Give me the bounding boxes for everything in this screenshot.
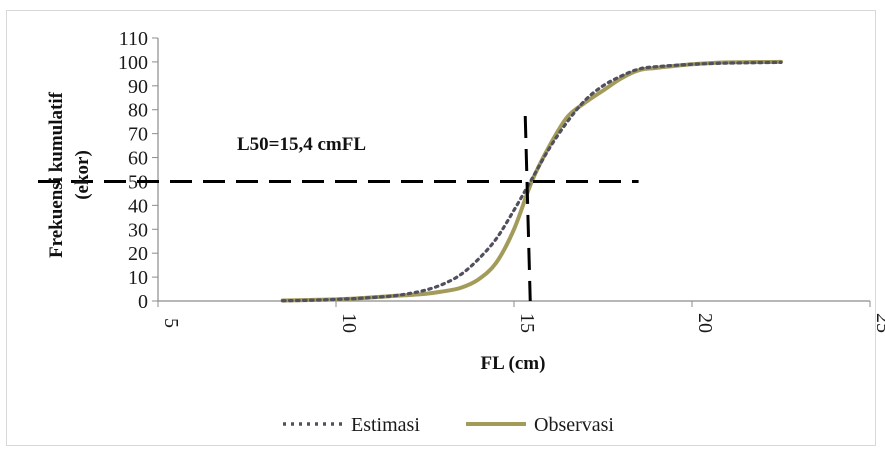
x-axis-title: FL (cm) xyxy=(481,353,546,374)
l50-annotation: L50=15,4 cmFL xyxy=(237,134,366,155)
legend-label-estimasi: Estimasi xyxy=(351,414,420,436)
series-line-estimasi xyxy=(281,60,783,303)
y-tick-label: 80 xyxy=(128,100,148,122)
reference-lines-layer xyxy=(38,115,639,302)
y-tick-label: 0 xyxy=(138,291,148,313)
legend: Estimasi Observasi xyxy=(283,414,614,436)
x-tick-label: 20 xyxy=(694,313,716,333)
reference-line-vertical xyxy=(523,115,532,302)
y-tick-label: 40 xyxy=(128,195,148,217)
x-tick-label: 10 xyxy=(338,313,360,333)
y-tick-label: 100 xyxy=(118,52,148,74)
y-tick-label: 70 xyxy=(128,124,148,146)
y-tick-label: 10 xyxy=(128,267,148,289)
x-tick-label: 25 xyxy=(872,313,885,333)
y-tick-label: 90 xyxy=(128,76,148,98)
y-tick-label: 110 xyxy=(119,28,148,50)
series-layer xyxy=(280,59,783,303)
x-tick-label: 15 xyxy=(516,313,538,333)
y-tick-label: 30 xyxy=(128,219,148,241)
y-axis-title-line1: Frekuensi kumulatif xyxy=(46,91,67,258)
axes-layer: 0102030405060708090100110510152025 xyxy=(118,28,885,333)
y-axis-title-line2: (ekor) xyxy=(72,150,93,200)
y-tick-label: 60 xyxy=(128,148,148,170)
y-tick-label: 20 xyxy=(128,243,148,265)
x-tick-label: 5 xyxy=(160,318,182,328)
chart-frame xyxy=(6,10,876,446)
legend-label-observasi: Observasi xyxy=(534,414,614,436)
